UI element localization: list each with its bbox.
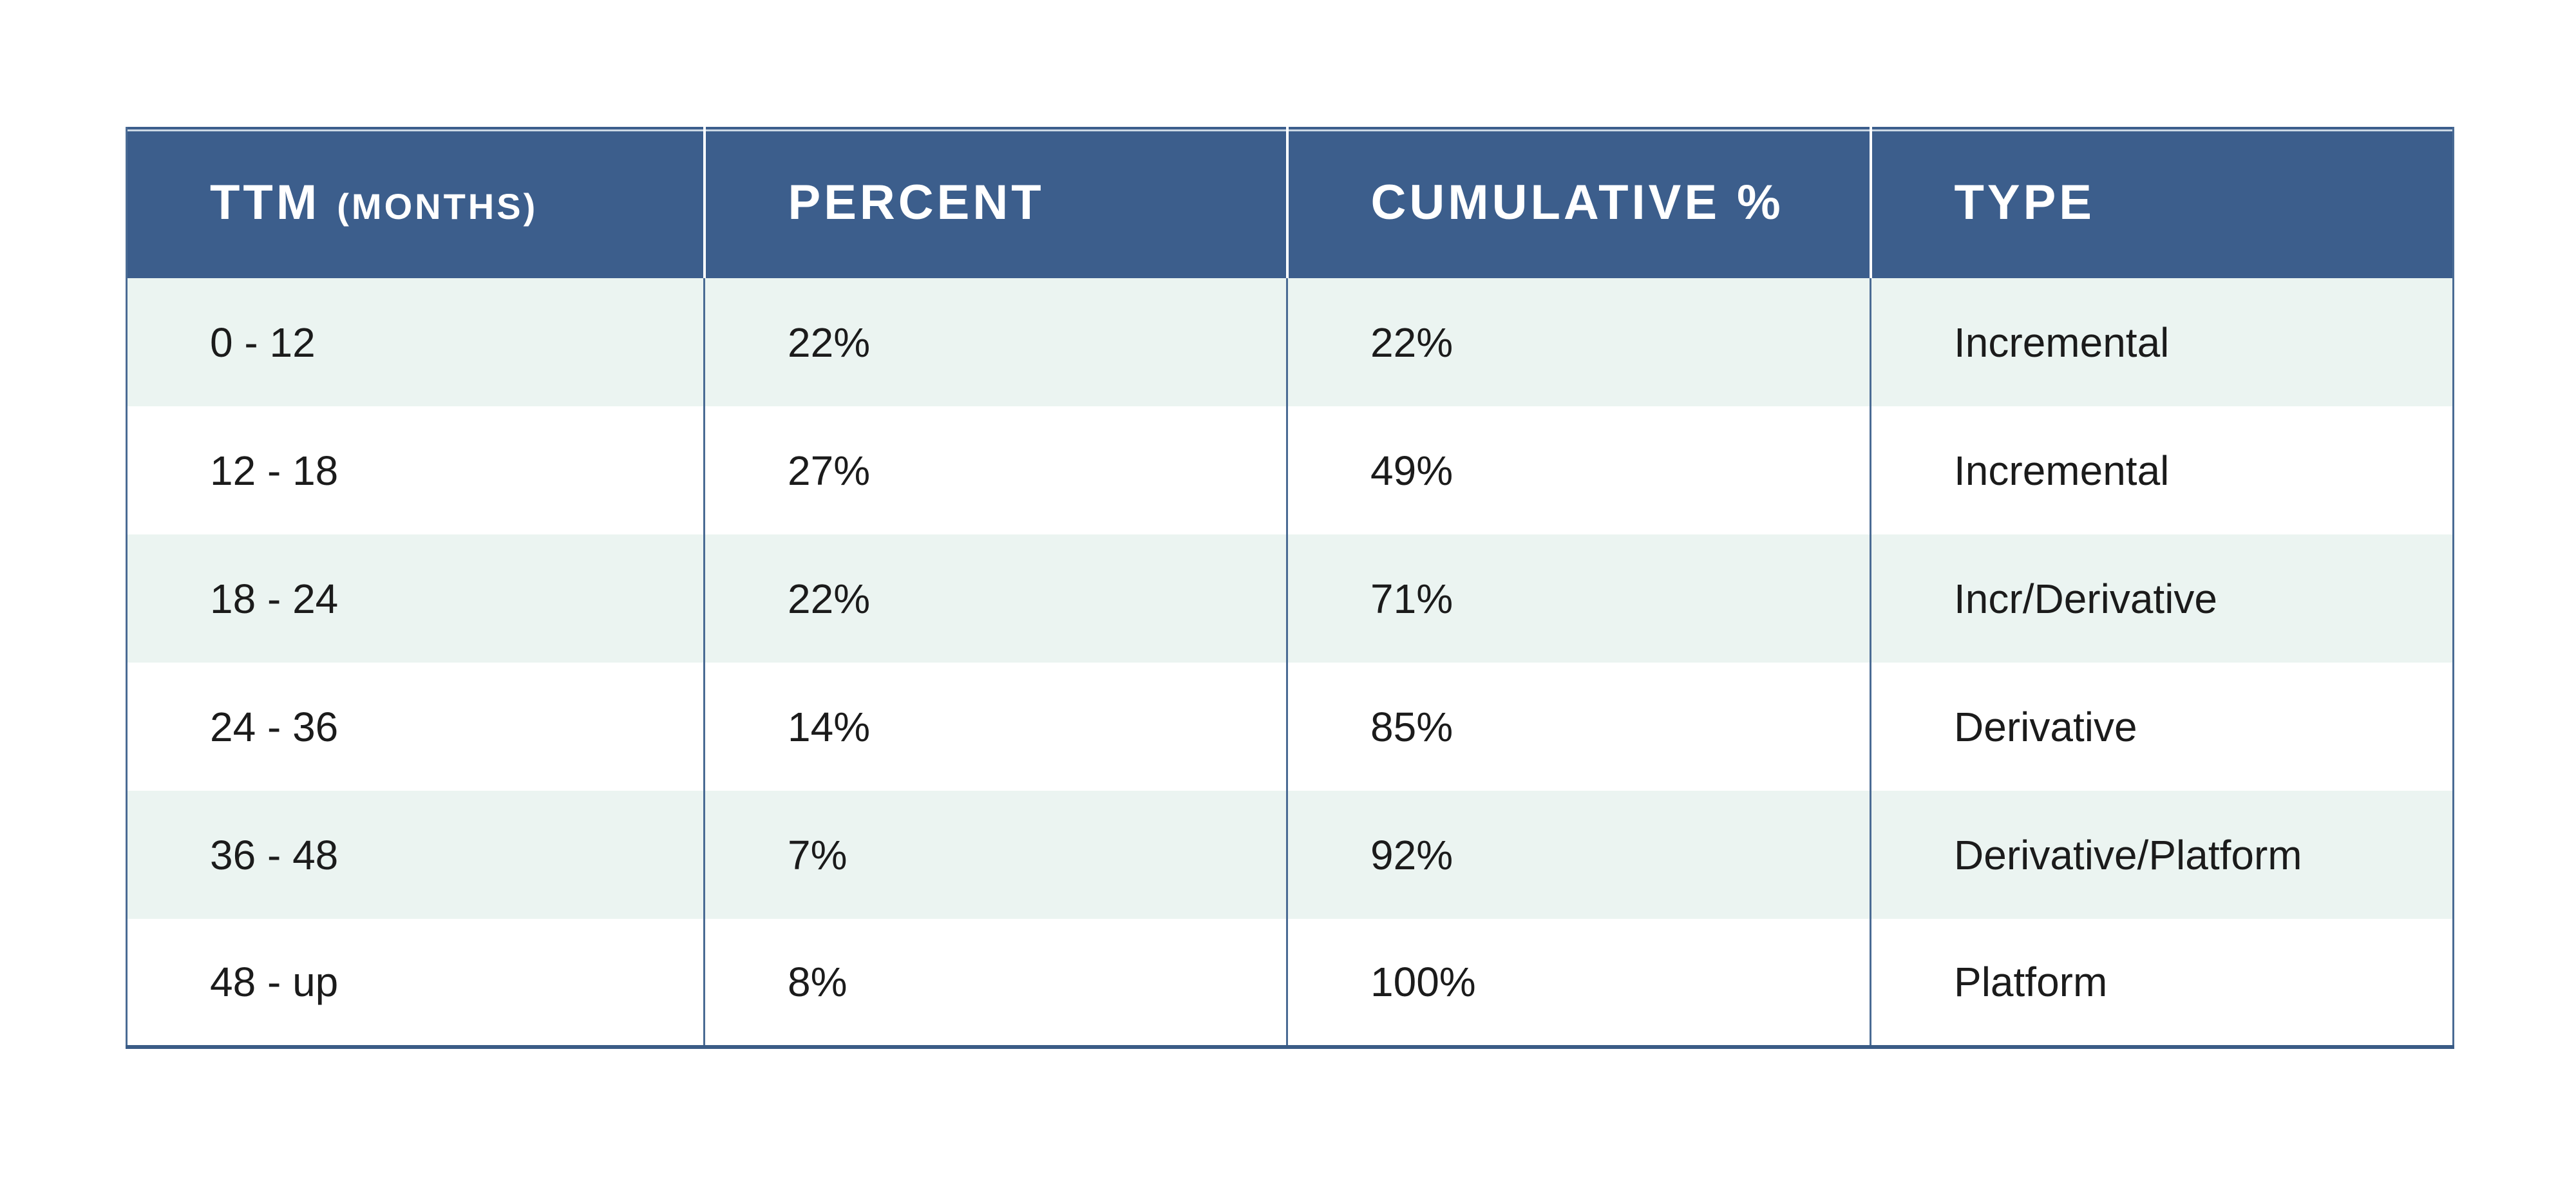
cell-cumulative: 49% [1286,406,1871,534]
col-header-percent: PERCENT [703,127,1287,278]
cell-type: Derivative [1870,663,2454,791]
col-header-ttm-label: TTM [210,175,321,230]
col-header-percent-label: PERCENT [788,175,1045,230]
cell-ttm: 12 - 18 [126,406,705,534]
header-row: TTM (MONTHS) PERCENT CUMULATIVE % TYPE [126,127,2454,278]
cell-percent: 7% [703,791,1287,919]
cell-cumulative: 100% [1286,919,1871,1047]
cell-ttm: 18 - 24 [126,534,705,663]
cell-percent: 22% [703,534,1287,663]
cell-type: Derivative/Platform [1870,791,2454,919]
table-row: 36 - 48 7% 92% Derivative/Platform [126,791,2454,919]
table-row: 18 - 24 22% 71% Incr/Derivative [126,534,2454,663]
cell-type: Incr/Derivative [1870,534,2454,663]
cell-cumulative: 71% [1286,534,1871,663]
cell-percent: 8% [703,919,1287,1047]
cell-percent: 22% [703,278,1287,406]
cell-ttm: 36 - 48 [126,791,705,919]
col-header-ttm: TTM (MONTHS) [126,127,705,278]
cell-cumulative: 85% [1286,663,1871,791]
col-header-type: TYPE [1869,127,2454,278]
ttm-distribution-table: TTM (MONTHS) PERCENT CUMULATIVE % TYPE 0… [126,127,2454,1049]
col-header-cumulative: CUMULATIVE % [1285,127,1871,278]
cell-cumulative: 92% [1286,791,1871,919]
table-row: 12 - 18 27% 49% Incremental [126,406,2454,534]
cell-percent: 27% [703,406,1287,534]
cell-ttm: 0 - 12 [126,278,705,406]
table-row: 48 - up 8% 100% Platform [126,919,2454,1047]
col-header-ttm-sublabel: (MONTHS) [337,186,538,227]
table-row: 0 - 12 22% 22% Incremental [126,278,2454,406]
cell-percent: 14% [703,663,1287,791]
table-body: 0 - 12 22% 22% Incremental 12 - 18 27% 4… [126,278,2454,1047]
cell-ttm: 24 - 36 [126,663,705,791]
cell-ttm: 48 - up [126,919,705,1047]
cell-type: Incremental [1870,278,2454,406]
cell-type: Platform [1870,919,2454,1047]
cell-cumulative: 22% [1286,278,1871,406]
table-header: TTM (MONTHS) PERCENT CUMULATIVE % TYPE [126,127,2454,278]
col-header-cumulative-label: CUMULATIVE % [1370,175,1784,230]
table-row: 24 - 36 14% 85% Derivative [126,663,2454,791]
col-header-type-label: TYPE [1954,175,2095,230]
cell-type: Incremental [1870,406,2454,534]
